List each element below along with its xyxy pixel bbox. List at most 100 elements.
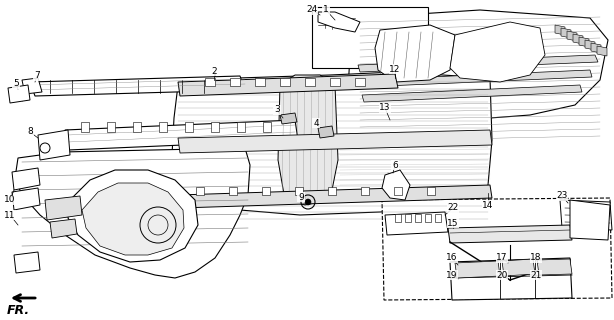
Polygon shape [178,185,492,208]
Polygon shape [358,55,598,72]
Polygon shape [237,122,245,132]
Polygon shape [312,7,428,68]
Polygon shape [280,113,297,124]
Polygon shape [561,28,571,38]
Text: 23: 23 [556,191,568,201]
Text: 8: 8 [27,127,33,137]
Polygon shape [38,130,70,160]
Text: 7: 7 [34,71,40,81]
Polygon shape [178,130,492,153]
Text: 4: 4 [313,118,319,127]
Polygon shape [427,187,435,195]
Polygon shape [318,12,360,32]
Polygon shape [567,31,577,41]
Text: 3: 3 [274,106,280,115]
Text: 16: 16 [446,253,458,262]
Polygon shape [579,37,589,47]
Polygon shape [555,25,565,35]
Polygon shape [68,170,198,262]
Polygon shape [295,187,303,195]
Polygon shape [305,78,315,86]
Polygon shape [45,196,82,220]
Polygon shape [415,214,421,222]
Text: 15: 15 [447,219,459,228]
Polygon shape [22,78,42,94]
Polygon shape [385,212,448,235]
Text: 1: 1 [323,5,329,14]
Text: 14: 14 [483,201,494,210]
Text: 9: 9 [298,193,304,202]
Polygon shape [328,187,336,195]
Polygon shape [205,78,215,86]
Text: 5: 5 [13,79,19,89]
Polygon shape [361,187,369,195]
Polygon shape [159,122,167,132]
Polygon shape [382,170,410,200]
Polygon shape [355,78,365,86]
Text: 22: 22 [448,204,459,212]
Polygon shape [450,258,572,300]
Polygon shape [395,214,401,222]
Polygon shape [597,46,607,56]
Polygon shape [450,22,545,82]
Polygon shape [573,34,583,44]
Polygon shape [375,25,455,82]
Polygon shape [8,85,30,103]
Text: 11: 11 [4,211,16,220]
Text: 20: 20 [496,270,508,279]
Polygon shape [585,40,595,50]
Polygon shape [455,261,500,278]
Polygon shape [537,259,572,275]
Text: 18: 18 [530,253,542,262]
Polygon shape [185,122,193,132]
Polygon shape [360,70,592,87]
Text: 19: 19 [446,270,458,279]
Polygon shape [172,72,492,215]
Polygon shape [435,214,441,222]
Polygon shape [448,225,572,243]
Polygon shape [348,10,608,150]
Polygon shape [425,214,431,222]
Text: 17: 17 [496,253,508,262]
Polygon shape [405,214,411,222]
Text: 10: 10 [4,196,16,204]
Polygon shape [14,252,40,273]
Polygon shape [255,78,265,86]
Polygon shape [382,198,612,300]
Polygon shape [229,187,237,195]
Polygon shape [50,219,77,238]
Polygon shape [560,200,612,230]
Polygon shape [178,74,398,96]
Polygon shape [318,126,334,138]
Text: 12: 12 [389,65,401,74]
Polygon shape [262,187,270,195]
Text: 6: 6 [392,161,398,170]
Polygon shape [82,183,184,255]
Polygon shape [12,168,40,190]
Circle shape [305,199,311,205]
Polygon shape [133,122,141,132]
Text: 2: 2 [211,67,217,76]
Text: FR.: FR. [6,303,29,316]
Polygon shape [196,187,204,195]
Polygon shape [330,78,340,86]
Polygon shape [107,122,115,132]
Polygon shape [65,120,298,150]
Polygon shape [280,78,290,86]
Polygon shape [394,187,402,195]
Polygon shape [570,200,610,240]
Text: 13: 13 [379,103,391,113]
Polygon shape [15,148,250,278]
Polygon shape [81,122,89,132]
Polygon shape [591,43,601,53]
Polygon shape [278,75,338,205]
Polygon shape [30,76,245,96]
Polygon shape [230,78,240,86]
Polygon shape [362,85,582,102]
Text: 21: 21 [530,270,542,279]
Polygon shape [211,122,219,132]
Polygon shape [263,122,271,132]
Polygon shape [12,188,40,210]
Polygon shape [502,259,535,276]
Text: 24: 24 [306,5,317,14]
